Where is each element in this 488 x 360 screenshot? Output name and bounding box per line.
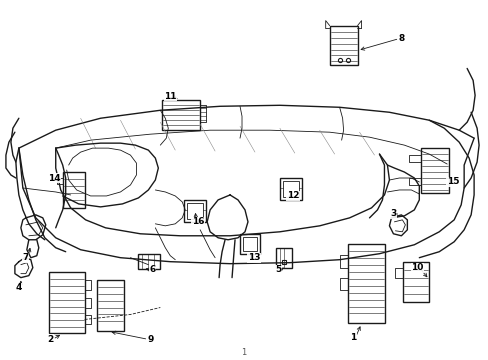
Bar: [184, 200, 206, 222]
Bar: [275, 248, 291, 268]
Text: 7: 7: [22, 253, 29, 262]
Bar: [421, 148, 448, 193]
Bar: [347, 244, 385, 323]
Text: 4: 4: [16, 283, 22, 292]
Text: 11: 11: [163, 92, 176, 101]
Bar: [62, 172, 84, 208]
Text: 5: 5: [275, 265, 282, 274]
Text: 1: 1: [350, 333, 356, 342]
Bar: [282, 181, 298, 197]
Bar: [240, 234, 260, 254]
Text: 13: 13: [247, 253, 260, 262]
Text: 16: 16: [191, 217, 204, 226]
Text: 15: 15: [446, 177, 459, 186]
Text: 2: 2: [47, 335, 54, 344]
Bar: [49, 272, 84, 333]
Bar: [279, 178, 301, 200]
Text: 3: 3: [389, 210, 396, 219]
Bar: [138, 254, 160, 269]
Text: 14: 14: [48, 174, 61, 183]
Bar: [162, 100, 200, 130]
Text: 6: 6: [149, 265, 155, 274]
Text: 10: 10: [410, 263, 423, 272]
Text: 1: 1: [241, 348, 246, 357]
Bar: [403, 262, 428, 302]
Text: 12: 12: [286, 192, 299, 201]
Text: 9: 9: [147, 335, 153, 344]
Bar: [329, 26, 357, 66]
Bar: [243, 237, 256, 251]
Text: 8: 8: [397, 34, 404, 43]
Bar: [96, 280, 124, 332]
Bar: [187, 203, 203, 219]
